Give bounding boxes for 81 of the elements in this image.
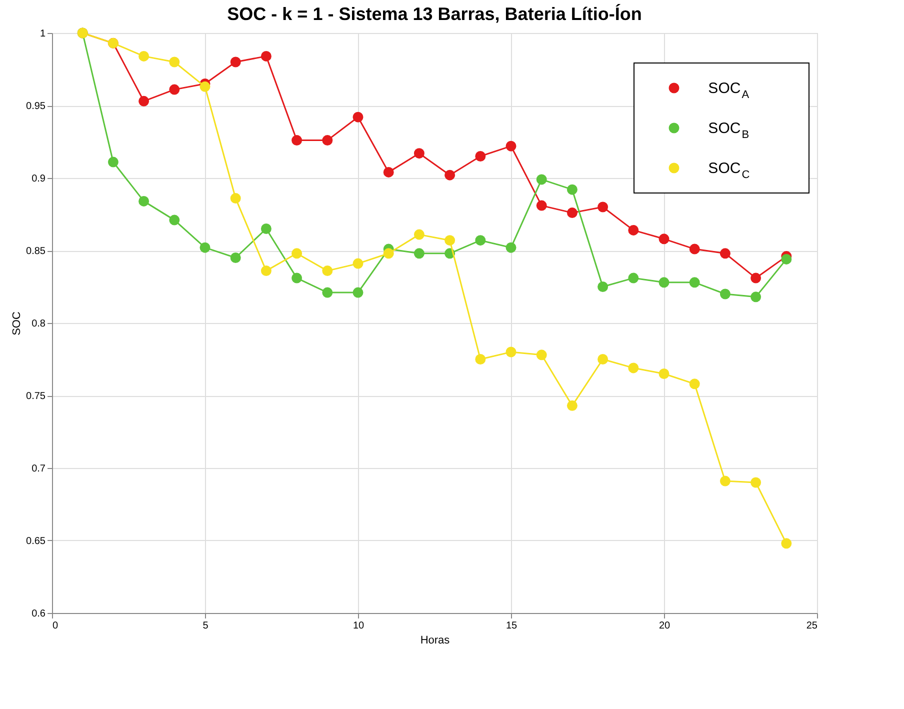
point bbox=[352, 258, 364, 269]
point bbox=[260, 224, 272, 234]
point bbox=[536, 350, 547, 360]
point bbox=[720, 288, 730, 300]
x-tick-label: 25 bbox=[806, 620, 818, 632]
point bbox=[598, 202, 608, 212]
point bbox=[475, 235, 486, 246]
point bbox=[444, 170, 456, 180]
point bbox=[566, 208, 578, 218]
point bbox=[750, 272, 762, 284]
point bbox=[108, 156, 118, 168]
point bbox=[475, 354, 486, 364]
point bbox=[322, 135, 333, 146]
point bbox=[598, 282, 608, 292]
x-tick-label: 15 bbox=[506, 620, 518, 632]
point bbox=[292, 248, 302, 259]
chart-title: SOC - k = 1 - Sistema 13 Barras, Bateria Lítio-Íon bbox=[227, 4, 642, 24]
point bbox=[658, 368, 670, 379]
y-tick-label: 0.7 bbox=[32, 464, 46, 474]
point bbox=[720, 476, 730, 486]
point bbox=[169, 214, 180, 226]
y-tick-label: 0.9 bbox=[32, 174, 46, 184]
point bbox=[292, 272, 302, 284]
point bbox=[720, 248, 730, 259]
point bbox=[414, 148, 424, 159]
point bbox=[781, 538, 792, 549]
point bbox=[200, 242, 210, 253]
point bbox=[628, 272, 639, 284]
point bbox=[383, 166, 394, 178]
y-tick-label: 0.8 bbox=[32, 318, 46, 330]
y-tick-label: 0.85 bbox=[26, 246, 46, 257]
point bbox=[750, 477, 762, 488]
point bbox=[230, 193, 241, 204]
point bbox=[230, 56, 241, 68]
y-tick-label: 0.95 bbox=[26, 101, 46, 112]
point bbox=[536, 174, 547, 185]
x-axis-title: Horas bbox=[420, 634, 450, 646]
point bbox=[138, 50, 150, 62]
x-tick-label: 20 bbox=[658, 620, 670, 632]
point bbox=[506, 346, 516, 358]
point bbox=[322, 287, 333, 298]
point bbox=[750, 292, 762, 302]
point bbox=[352, 287, 364, 298]
point bbox=[383, 248, 394, 259]
point bbox=[566, 184, 578, 195]
point bbox=[230, 252, 241, 263]
point bbox=[781, 254, 792, 264]
point bbox=[414, 229, 424, 240]
point bbox=[260, 266, 272, 276]
point bbox=[506, 140, 516, 152]
point bbox=[689, 378, 700, 390]
point bbox=[322, 266, 333, 276]
point bbox=[628, 224, 639, 236]
point bbox=[689, 244, 700, 254]
point bbox=[169, 84, 180, 95]
point bbox=[138, 196, 150, 206]
point bbox=[566, 400, 578, 411]
point bbox=[628, 362, 639, 374]
point bbox=[598, 354, 608, 364]
point bbox=[506, 242, 516, 253]
point bbox=[169, 56, 180, 68]
x-tick-label: 0 bbox=[52, 620, 58, 632]
point bbox=[414, 248, 424, 259]
point bbox=[260, 50, 272, 62]
point bbox=[138, 96, 150, 106]
y-axis-title: SOC bbox=[11, 312, 24, 336]
point bbox=[352, 112, 364, 122]
point bbox=[689, 277, 700, 288]
y-tick-label: 0.75 bbox=[26, 391, 46, 402]
point bbox=[444, 235, 456, 246]
point bbox=[292, 135, 302, 146]
y-tick-label: 0.6 bbox=[32, 608, 46, 620]
y-tick-label: 1 bbox=[40, 28, 46, 40]
point bbox=[200, 81, 210, 92]
point bbox=[475, 151, 486, 162]
x-tick-label: 5 bbox=[202, 620, 209, 632]
point bbox=[658, 234, 670, 244]
point bbox=[536, 200, 547, 211]
y-tick-label: 0.65 bbox=[26, 536, 46, 547]
point bbox=[658, 277, 670, 288]
x-tick-label: 10 bbox=[352, 620, 364, 632]
